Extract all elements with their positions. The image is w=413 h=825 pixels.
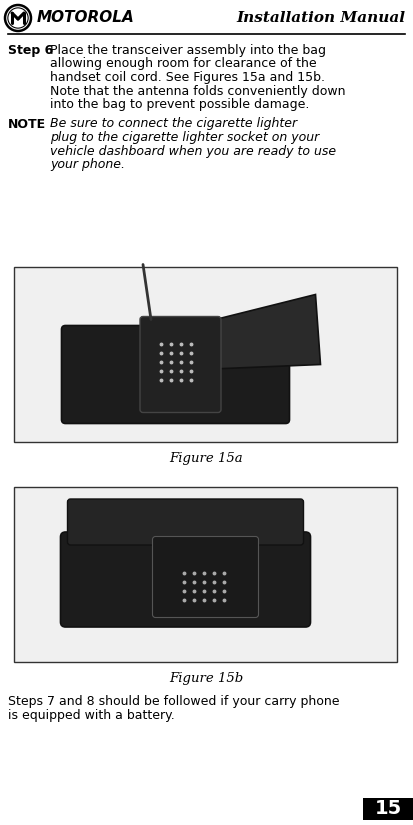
FancyBboxPatch shape xyxy=(140,317,221,412)
Text: MOTOROLA: MOTOROLA xyxy=(37,11,135,26)
Text: your phone.: your phone. xyxy=(50,158,125,171)
Text: vehicle dashboard when you are ready to use: vehicle dashboard when you are ready to … xyxy=(50,144,336,158)
Text: into the bag to prevent possible damage.: into the bag to prevent possible damage. xyxy=(50,98,309,111)
Text: 15: 15 xyxy=(374,799,401,818)
Text: NOTE: NOTE xyxy=(8,117,46,130)
Text: Figure 15b: Figure 15b xyxy=(169,672,244,685)
Text: Note that the antenna folds conveniently down: Note that the antenna folds conveniently… xyxy=(50,84,346,97)
Polygon shape xyxy=(195,295,320,370)
Bar xyxy=(14,487,397,662)
Text: allowing enough room for clearance of the: allowing enough room for clearance of th… xyxy=(50,58,317,70)
Bar xyxy=(363,798,413,820)
Text: Installation Manual: Installation Manual xyxy=(236,11,405,25)
FancyBboxPatch shape xyxy=(60,532,311,627)
Text: Steps 7 and 8 should be followed if your carry phone: Steps 7 and 8 should be followed if your… xyxy=(8,695,339,708)
FancyBboxPatch shape xyxy=(62,326,290,423)
Text: plug to the cigarette lighter socket on your: plug to the cigarette lighter socket on … xyxy=(50,131,319,144)
Text: is equipped with a battery.: is equipped with a battery. xyxy=(8,709,175,722)
Text: Figure 15a: Figure 15a xyxy=(170,452,243,465)
FancyBboxPatch shape xyxy=(67,499,304,545)
Text: Step 6: Step 6 xyxy=(8,44,53,57)
Text: Be sure to connect the cigarette lighter: Be sure to connect the cigarette lighter xyxy=(50,117,297,130)
Bar xyxy=(14,267,397,442)
Text: handset coil cord. See Figures 15a and 15b.: handset coil cord. See Figures 15a and 1… xyxy=(50,71,325,84)
Text: Place the transceiver assembly into the bag: Place the transceiver assembly into the … xyxy=(50,44,326,57)
FancyBboxPatch shape xyxy=(152,536,259,617)
